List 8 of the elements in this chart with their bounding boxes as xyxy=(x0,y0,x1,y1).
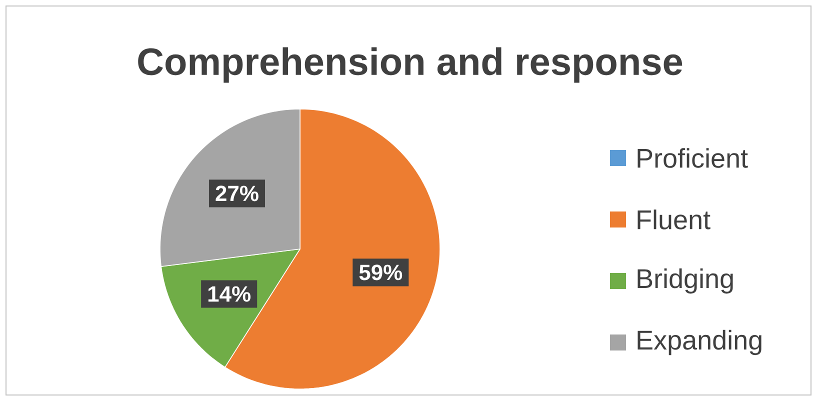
legend-label: Expanding xyxy=(638,330,762,356)
data-label: 59% xyxy=(359,264,402,280)
data-label: 14% xyxy=(208,286,251,302)
legend-label: Proficient xyxy=(638,148,748,168)
legend-label: Fluent xyxy=(638,210,710,230)
chart-title: Comprehension and response xyxy=(138,47,682,83)
legend-label: Bridging xyxy=(638,268,733,294)
data-label: 27% xyxy=(216,186,258,202)
